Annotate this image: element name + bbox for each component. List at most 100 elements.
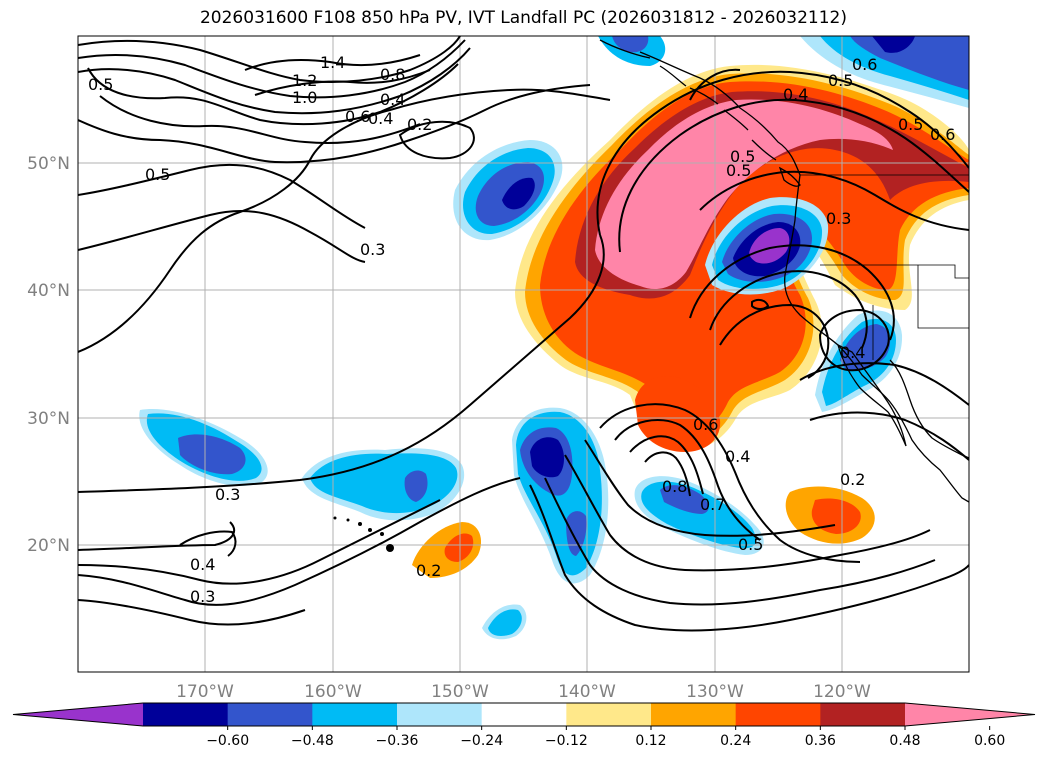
contour-label: 0.6: [693, 415, 718, 434]
contour-label: 0.8: [380, 65, 405, 84]
contour-03-b: [78, 210, 366, 263]
contour-east-05: [719, 303, 830, 379]
neg-baja-blue: [840, 324, 891, 371]
contour-label: 0.5: [726, 161, 751, 180]
contour-east-03: [689, 244, 895, 341]
contour-lower-left: [78, 599, 306, 626]
contour-label: 0.2: [840, 470, 865, 489]
colorbar-segment: [143, 703, 229, 726]
contour-label: 0.4: [840, 343, 865, 362]
colorbar-segment: [397, 703, 483, 726]
map-area: 0.5 1.4 1.2 1.0 0.8 0.6 0.4 0.2 0.5 0.3 …: [78, 36, 969, 672]
colorbar-tick-label: −0.36: [376, 733, 419, 749]
positive-small-blob-red: [444, 533, 474, 562]
contour-label: 0.4: [725, 447, 750, 466]
contour-label: 1.4: [320, 53, 345, 72]
colorbar-tick-label: 0.36: [805, 733, 836, 749]
colorbar-extend-low: [13, 703, 143, 726]
plot-title: 2026031600 F108 850 hPa PV, IVT Landfall…: [199, 8, 847, 28]
colorbar-segment: [820, 703, 906, 726]
contour-label: 0.4: [783, 85, 808, 104]
contour-west-loop: [179, 530, 237, 557]
colorbar-extend-high: [905, 703, 1035, 726]
contour-label: 0.5: [145, 165, 170, 184]
contour-03-a: [78, 163, 366, 229]
contour-label: 0.3: [215, 485, 240, 504]
map-frame: [77, 35, 970, 673]
lat-label: 40°N: [27, 281, 70, 301]
contour-loop-north: [398, 120, 475, 160]
negative-anomaly-shading: [139, 36, 969, 640]
colorbar-tick-label: −0.12: [545, 733, 588, 749]
lon-label: 140°W: [558, 682, 616, 702]
contour-label: 0.7: [700, 495, 725, 514]
contour-inner-04: [644, 451, 691, 497]
colorbar-outline: [12, 702, 1036, 727]
contour-label: 0.5: [738, 535, 763, 554]
contour-label: 0.3: [826, 209, 851, 228]
contour-label: 0.5: [730, 147, 755, 166]
contour-north-pv-peak-02: [254, 69, 431, 96]
contour-east-04: [709, 270, 868, 349]
contour-label: 0.3: [190, 587, 215, 606]
colorbar-segment: [312, 703, 398, 726]
contour-label: 0.8: [662, 477, 687, 496]
positive-pink: [595, 99, 893, 290]
alaska-islands: [599, 39, 777, 161]
contour-label: 0.3: [360, 240, 385, 259]
contour-east-06: [799, 362, 969, 406]
contour-inner-02: [614, 419, 761, 541]
contour-high-05: [99, 95, 421, 145]
colorbar-segment: [651, 703, 737, 726]
neg-mid-blue: [404, 470, 428, 502]
contour-label: 0.2: [407, 115, 432, 134]
neg-ne-corner-blue: [850, 36, 969, 90]
colorbar-segment: [566, 703, 652, 726]
contour-high-04: [87, 63, 459, 126]
contour-mid-02: [78, 234, 605, 493]
contour-label: 0.6: [852, 55, 877, 74]
contour-inner-03: [629, 435, 704, 495]
colorbar-tick-label: 0.48: [889, 733, 920, 749]
neg-south-blue: [660, 485, 709, 514]
neg-tropic-navy: [530, 437, 564, 478]
contour-label: 0.4: [368, 109, 393, 128]
contour-label: 0.4: [380, 90, 405, 109]
contour-label: 0.6: [930, 125, 955, 144]
neg-ne-corner-navy: [872, 36, 915, 53]
neg-coast-purple: [749, 228, 790, 264]
gulf-coast: [889, 359, 969, 459]
contour-high-03: [78, 47, 471, 115]
positive-lobe-southwest: [635, 376, 721, 452]
lat-labels: 50°N 40°N 30°N 20°N: [27, 154, 70, 556]
contour-mid-03: [78, 521, 236, 551]
contour-label: 1.2: [292, 71, 317, 90]
contour-label: 0.2: [416, 561, 441, 580]
contour-loop-baja: [818, 308, 890, 372]
neg-west-blue: [178, 434, 246, 475]
lon-label: 120°W: [813, 682, 871, 702]
contour-mid-05: [78, 499, 441, 585]
baja-peninsula: [836, 343, 907, 447]
contour-sw-peak: [689, 68, 741, 101]
contour-mid-01: [78, 88, 611, 353]
positive-south-red: [811, 498, 861, 534]
contour-east-08: [699, 170, 969, 231]
neg-top-center-blue: [612, 36, 649, 53]
contour-pacific-03: [564, 454, 931, 572]
contour-high-01: [78, 36, 461, 83]
lon-labels: 170°W 160°W 150°W 140°W 130°W 120°W: [176, 682, 871, 702]
contour-east-01: [596, 70, 969, 236]
lon-label: 170°W: [176, 682, 234, 702]
lon-label: 160°W: [304, 682, 362, 702]
colorbar-tick-label: −0.60: [206, 733, 249, 749]
colorbar-segment: [735, 703, 821, 726]
contour-label: 1.0: [292, 88, 317, 107]
contour-label: 0.6: [345, 107, 370, 126]
lon-label: 130°W: [686, 682, 744, 702]
contour-mid-04: [78, 477, 521, 606]
contour-north-pv-peak-01: [244, 54, 421, 71]
colorbar-tick-label: 0.60: [974, 733, 1005, 749]
contour-pacific-02: [544, 477, 936, 606]
